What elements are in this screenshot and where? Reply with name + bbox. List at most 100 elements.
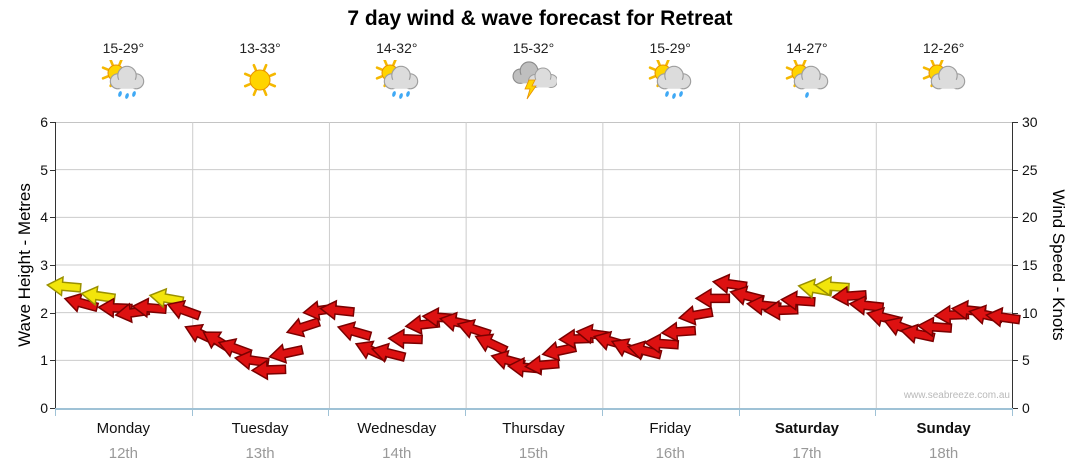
wind-arrow-red <box>166 299 202 321</box>
wind-arrow-red <box>677 304 714 326</box>
day-date: 13th <box>245 445 275 462</box>
temperature-range: 14-27° <box>786 40 828 56</box>
wave-axis-tick <box>50 408 55 409</box>
day-header: 15-29° <box>55 40 192 107</box>
day-header: 12-26° <box>875 40 1012 107</box>
wind-arrow-red <box>217 337 253 359</box>
plot-area <box>45 122 1021 408</box>
wind-axis-tick <box>1013 122 1018 123</box>
bottom-axis-tick <box>738 410 740 416</box>
wind-axis-tick <box>1013 312 1018 314</box>
wind-arrow-red <box>523 354 560 376</box>
bottom-axis-tick <box>1012 410 1013 416</box>
wind-axis-tick <box>1013 217 1018 219</box>
wind-arrow-red <box>336 321 373 342</box>
sun-showers-icon <box>648 58 692 99</box>
day-date: 16th <box>655 445 685 462</box>
sun-cloud-icon <box>922 58 965 90</box>
bottom-axis-tick <box>875 410 877 416</box>
wave-axis-tick <box>50 312 55 314</box>
plot-top-border <box>55 122 1013 123</box>
wave-axis-tick-label: 0 <box>40 400 48 416</box>
bottom-axis-tick <box>465 410 467 416</box>
bottom-axis-tick <box>328 410 330 416</box>
wind-arrow-yellow <box>80 285 117 307</box>
wind-axis-tick-label: 0 <box>1022 400 1030 416</box>
sunny-icon <box>243 63 277 97</box>
wind-axis-tick <box>1013 169 1018 171</box>
day-date: 15th <box>518 445 549 462</box>
wind-arrow-yellow <box>45 275 82 297</box>
day-name: Sunday <box>916 420 971 437</box>
temperature-range: 15-29° <box>649 40 691 56</box>
wind-axis-tick-label: 10 <box>1022 304 1038 321</box>
temperature-range: 13-33° <box>239 40 281 56</box>
wind-arrow-red <box>285 317 322 338</box>
wind-arrow-red <box>660 321 697 343</box>
day-name: Thursday <box>502 420 565 437</box>
temperature-range: 12-26° <box>922 40 965 56</box>
day-date: 17th <box>792 445 822 462</box>
wind-arrow-red <box>694 287 731 309</box>
wave-axis-tick <box>50 360 55 362</box>
watermark: www.seabreeze.com.au <box>903 390 1010 401</box>
wind-axis-tick-label: 5 <box>1022 352 1030 369</box>
sun-cloud-drizzle-icon <box>785 58 829 98</box>
temperature-range: 15-32° <box>512 40 555 56</box>
wind-speed-axis-title: Wind Speed - Knots <box>1049 189 1068 341</box>
day-header: 13-33° <box>192 40 329 107</box>
wind-arrow-red <box>474 333 509 356</box>
wave-axis-tick-label: 5 <box>40 161 48 178</box>
sun-showers-icon <box>375 58 419 99</box>
left-axis-line <box>55 122 56 409</box>
wave-axis-tick <box>50 217 55 219</box>
day-date: 14th <box>382 445 412 462</box>
weather-icon-wrap <box>875 58 1012 107</box>
temperature-range: 14-32° <box>376 40 418 56</box>
day-name: Tuesday <box>231 420 289 437</box>
wave-axis-tick <box>50 265 55 266</box>
wind-axis-tick-label: 15 <box>1022 257 1038 273</box>
wave-axis-tick-label: 3 <box>40 257 48 273</box>
wind-arrow-red <box>250 359 287 381</box>
wind-arrow-red <box>711 273 748 295</box>
wind-arrow-red <box>387 328 423 350</box>
chart-title: 7 day wind & wave forecast for Retreat <box>347 7 733 30</box>
weather-icon-wrap <box>739 58 876 107</box>
wind-arrow-red <box>268 343 304 364</box>
wind-arrow-red <box>456 318 492 340</box>
wind-axis-tick-label: 20 <box>1022 209 1038 226</box>
weather-icon-wrap <box>192 60 329 107</box>
day-name: Monday <box>96 420 151 437</box>
day-name: Saturday <box>774 420 840 437</box>
temperature-range: 15-29° <box>102 40 145 56</box>
day-name: Wednesday <box>357 420 437 437</box>
weather-icon-wrap <box>602 58 739 107</box>
weather-icon-wrap <box>328 58 465 107</box>
wind-axis-tick <box>1013 265 1018 266</box>
weather-icon-wrap <box>55 58 192 107</box>
bottom-axis-tick <box>55 410 56 416</box>
wind-axis-tick <box>1013 408 1018 409</box>
wind-axis-tick-label: 30 <box>1022 114 1038 130</box>
bottom-axis-line <box>55 408 1013 410</box>
storm-icon <box>512 61 559 100</box>
wave-axis-tick <box>50 122 55 123</box>
wind-arrow-red <box>831 285 867 307</box>
day-name: Friday <box>649 420 692 437</box>
right-axis-line <box>1012 122 1013 409</box>
sun-showers-icon <box>102 58 145 99</box>
wind-axis-tick <box>1013 360 1018 362</box>
day-header: 14-27° <box>739 40 876 107</box>
day-header: 15-29° <box>602 40 739 107</box>
bottom-axis-tick <box>191 410 193 416</box>
wind-axis-tick-label: 25 <box>1022 161 1038 178</box>
bottom-axis-tick <box>601 410 603 416</box>
wind-arrow-red <box>370 342 407 364</box>
day-header: 15-32° <box>465 40 602 107</box>
day-header: 14-32° <box>328 40 465 107</box>
wave-axis-tick-label: 4 <box>40 209 48 226</box>
wave-axis-tick <box>50 169 55 171</box>
weather-icon-wrap <box>465 60 602 107</box>
